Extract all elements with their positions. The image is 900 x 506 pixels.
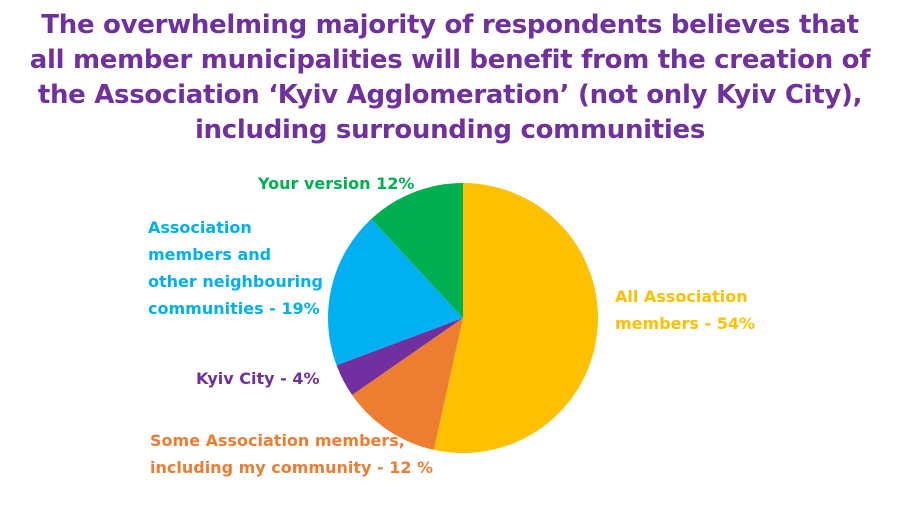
category-label: Your version	[258, 174, 371, 193]
pie-slice	[352, 318, 463, 450]
pie-slice	[433, 183, 598, 453]
slice-label: Your version 12%	[258, 170, 458, 197]
slice-label: All Association members - 54%	[615, 283, 765, 337]
category-label: All Association members	[615, 287, 748, 333]
value-label: 12%	[376, 174, 415, 193]
category-label: Some Association members, including my c…	[150, 431, 405, 477]
slice-label: Association members and other neighbouri…	[148, 214, 323, 322]
slice-label: Some Association members, including my c…	[150, 427, 435, 481]
slice-label: Kyiv City - 4%	[196, 365, 356, 392]
value-label: - 19%	[269, 299, 320, 318]
category-label: Kyiv City	[196, 369, 275, 388]
value-label: - 54%	[704, 314, 756, 333]
value-label: - 4%	[280, 369, 320, 388]
pie-slice	[327, 218, 463, 366]
chart-title: The overwhelming majority of respondents…	[29, 10, 871, 145]
value-label: - 12 %	[377, 458, 434, 477]
pie-slice	[371, 183, 463, 318]
pie-slice	[336, 318, 463, 395]
category-label: Association members and other neighbouri…	[148, 218, 323, 318]
